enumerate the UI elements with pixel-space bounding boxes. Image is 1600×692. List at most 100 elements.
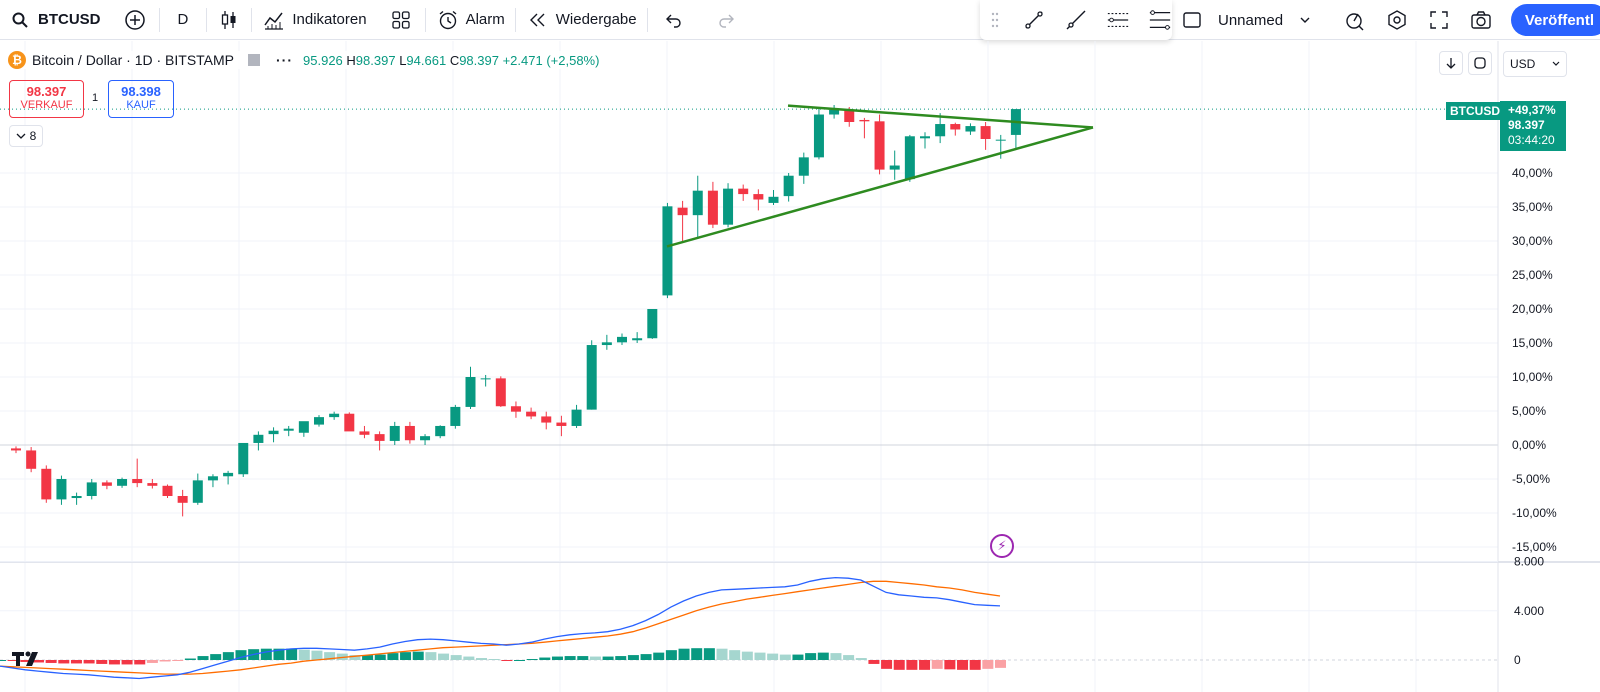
y-axis-label: 20,00%: [1512, 302, 1553, 316]
symbol-search[interactable]: BTCUSD: [0, 0, 111, 40]
undo-button[interactable]: [648, 0, 700, 40]
square-icon[interactable]: [1180, 8, 1204, 32]
candle-body: [268, 430, 279, 435]
buy-label: KAUF: [126, 99, 156, 111]
publish-button[interactable]: Veröffentl: [1510, 4, 1600, 36]
candle-body: [935, 124, 946, 137]
price-chart[interactable]: 40,00%35,00%30,00%25,00%20,00%15,00%10,0…: [0, 41, 1600, 692]
sell-label: VERKAUF: [20, 99, 73, 111]
histogram-bar: [311, 650, 323, 660]
histogram-bar: [20, 660, 32, 662]
alarm-button[interactable]: Alarm: [426, 0, 515, 40]
histogram-bar: [336, 653, 348, 660]
channel-icon[interactable]: [1106, 8, 1130, 32]
ray-line-icon[interactable]: [1064, 8, 1088, 32]
histogram-bar: [324, 652, 336, 660]
candle-body: [435, 425, 446, 437]
candle-body: [586, 345, 597, 410]
y-axis-label: 25,00%: [1512, 268, 1553, 282]
camera-icon[interactable]: [1469, 8, 1493, 32]
candle-body: [86, 482, 97, 496]
chevron-down-icon[interactable]: [1293, 8, 1317, 32]
candle-body: [298, 421, 309, 433]
histogram-bar: [615, 656, 627, 660]
drag-handle-icon[interactable]: [986, 8, 1004, 32]
histogram-bar: [159, 660, 171, 662]
tradingview-logo[interactable]: [12, 648, 48, 673]
candle-body: [223, 472, 234, 477]
indicator-collapse-button[interactable]: 8: [9, 125, 43, 147]
histogram-bar: [729, 650, 741, 660]
candle-body: [465, 377, 476, 407]
quick-search-icon[interactable]: [1343, 8, 1367, 32]
undo-icon: [662, 8, 686, 32]
histogram-bar: [210, 654, 222, 660]
y-axis-label: 40,00%: [1512, 166, 1553, 180]
bar-countdown: 03:44:20: [1508, 133, 1555, 147]
templates-button[interactable]: [377, 0, 425, 40]
histogram-bar: [830, 653, 842, 660]
chart-type-button[interactable]: [207, 0, 251, 40]
trend-line-icon[interactable]: [1022, 8, 1046, 32]
chart-area[interactable]: 40,00% 35,00% 30,00% 25,00% 20,00% 15,00% 10,0…: [0, 41, 1600, 692]
candle-body: [844, 109, 855, 122]
interval-button[interactable]: D: [160, 0, 207, 40]
y-axis-label: -10,00%: [1512, 506, 1557, 520]
candle-body: [329, 413, 340, 418]
triangle-lower-line: [666, 126, 1094, 248]
settings-hexagon-icon[interactable]: [1385, 8, 1409, 32]
maximize-pane-button[interactable]: [1468, 51, 1492, 75]
histogram-bar: [374, 654, 386, 660]
candle-body: [359, 431, 370, 435]
currency-select[interactable]: USD: [1503, 51, 1567, 77]
histogram-bar: [425, 652, 437, 660]
histogram-bar: [665, 650, 677, 660]
legend-title[interactable]: Bitcoin / Dollar · 1D · BITSTAMP: [32, 52, 235, 68]
histogram-bar: [564, 656, 576, 660]
candle-body: [177, 496, 188, 503]
toolbar-divider: [251, 7, 253, 32]
candle-body: [768, 196, 779, 203]
candle-body: [192, 480, 203, 503]
histogram-bar: [893, 660, 905, 670]
scroll-down-button[interactable]: [1439, 51, 1463, 75]
histogram-bar: [412, 651, 424, 660]
histogram-bar: [982, 660, 994, 669]
fib-icon[interactable]: [1148, 8, 1172, 32]
legend-flag-icon[interactable]: [248, 54, 261, 66]
candle-body: [904, 136, 915, 180]
spread-value: 1: [92, 92, 99, 104]
macd-line: [0, 576, 1001, 680]
candle-body: [238, 442, 249, 475]
histogram-bar: [805, 653, 817, 660]
histogram-bar: [184, 658, 196, 660]
sell-button[interactable]: 98.397 VERKAUF: [9, 80, 84, 118]
histogram-bar: [589, 656, 601, 660]
fullscreen-icon[interactable]: [1427, 8, 1451, 32]
grid-icon: [389, 8, 413, 32]
buy-button[interactable]: 98.398 KAUF: [108, 80, 174, 118]
compare-button[interactable]: [111, 0, 159, 40]
chevron-down-icon: [1552, 61, 1560, 66]
histogram-bar: [83, 660, 95, 664]
candle-body: [480, 378, 491, 380]
change-value: +2.471 (+2,58%): [502, 52, 600, 68]
histogram-bar: [96, 660, 108, 664]
flash-event-icon[interactable]: ⚡: [990, 534, 1014, 558]
candle-body: [920, 136, 930, 139]
layout-name[interactable]: Unnamed: [1218, 11, 1284, 29]
histogram-bar: [70, 660, 82, 664]
histogram-bar: [716, 648, 728, 660]
histogram-bar: [906, 660, 918, 670]
candle-body: [495, 378, 506, 407]
y-axis-label: 35,00%: [1512, 200, 1553, 214]
indicators-button[interactable]: Indikatoren: [252, 0, 376, 40]
histogram-bar: [919, 660, 931, 670]
candle-body: [389, 425, 400, 441]
toolbar-divider: [646, 7, 648, 32]
candle-body: [647, 309, 658, 339]
replay-button[interactable]: Wiedergabe: [516, 0, 647, 40]
candle-body: [71, 496, 82, 499]
redo-button[interactable]: [700, 0, 752, 40]
more-icon[interactable]: ···: [276, 52, 294, 68]
